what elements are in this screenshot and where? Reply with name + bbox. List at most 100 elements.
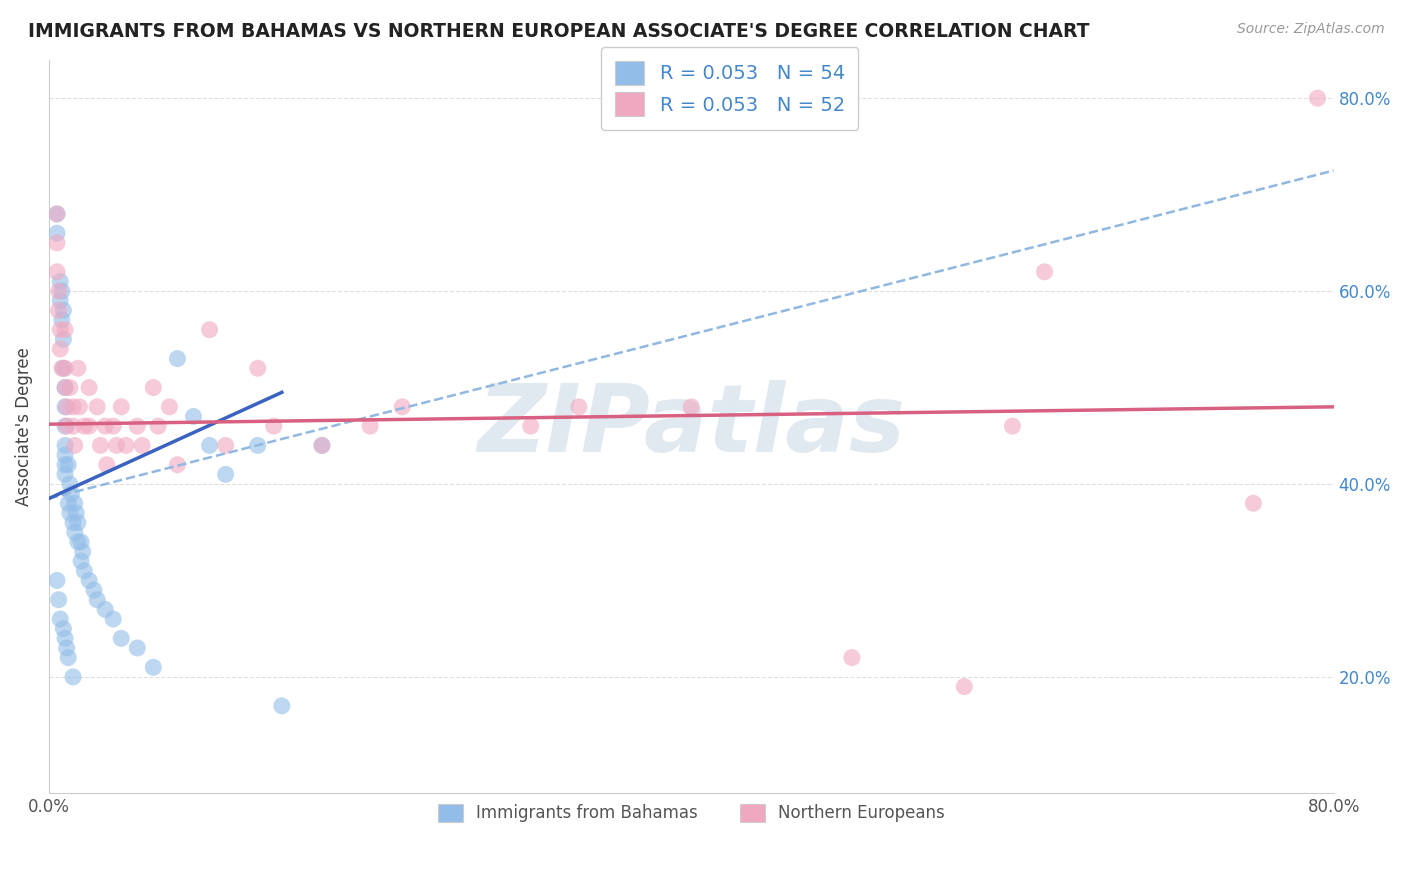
Point [53, 419, 76, 434]
Point [53, 458, 76, 472]
Point [519, 419, 541, 434]
Point [62, 516, 84, 530]
Point [53, 632, 76, 646]
Point [681, 400, 703, 414]
Point [94, 602, 117, 616]
Point [66, 516, 89, 530]
Point [110, 400, 132, 414]
Point [62, 400, 84, 414]
Point [66, 361, 89, 376]
Point [131, 438, 153, 452]
Point [53, 323, 76, 337]
Point [72, 544, 94, 558]
Point [63, 496, 86, 510]
Point [142, 660, 165, 674]
Point [311, 438, 333, 452]
Point [48, 592, 70, 607]
Point [49, 323, 72, 337]
Point [1241, 496, 1264, 510]
Point [58, 496, 80, 510]
Point [73, 564, 96, 578]
Point [246, 438, 269, 452]
Point [59, 380, 82, 394]
Point [953, 680, 976, 694]
Point [77, 380, 100, 394]
Point [48, 284, 70, 298]
Point [58, 458, 80, 472]
Point [115, 438, 138, 452]
Point [66, 534, 89, 549]
Point [55, 400, 77, 414]
Point [55, 640, 77, 655]
Point [63, 525, 86, 540]
Point [157, 400, 180, 414]
Point [46, 265, 69, 279]
Point [48, 303, 70, 318]
Point [166, 351, 188, 366]
Point [183, 409, 205, 424]
Text: ZIPatlas: ZIPatlas [477, 380, 905, 472]
Point [1033, 265, 1056, 279]
Point [270, 698, 292, 713]
Point [53, 400, 76, 414]
Point [65, 506, 87, 520]
Text: Source: ZipAtlas.com: Source: ZipAtlas.com [1237, 22, 1385, 37]
Point [311, 438, 333, 452]
Point [60, 486, 83, 500]
Point [841, 650, 863, 665]
Point [53, 380, 76, 394]
Point [246, 361, 269, 376]
Point [96, 458, 118, 472]
Point [63, 438, 86, 452]
Point [127, 419, 149, 434]
Point [146, 419, 169, 434]
Point [103, 419, 125, 434]
Point [77, 574, 100, 588]
Point [51, 284, 73, 298]
Point [46, 207, 69, 221]
Point [58, 650, 80, 665]
Point [59, 477, 82, 491]
Point [166, 458, 188, 472]
Point [55, 419, 77, 434]
Point [62, 419, 84, 434]
Point [53, 438, 76, 452]
Point [53, 361, 76, 376]
Point [53, 467, 76, 482]
Point [1306, 91, 1329, 105]
Point [214, 438, 236, 452]
Point [198, 323, 221, 337]
Point [49, 342, 72, 356]
Point [77, 419, 100, 434]
Point [46, 235, 69, 250]
Text: IMMIGRANTS FROM BAHAMAS VS NORTHERN EUROPEAN ASSOCIATE'S DEGREE CORRELATION CHAR: IMMIGRANTS FROM BAHAMAS VS NORTHERN EURO… [28, 22, 1090, 41]
Y-axis label: Associate's Degree: Associate's Degree [15, 347, 32, 506]
Point [49, 293, 72, 308]
Point [70, 534, 93, 549]
Point [359, 419, 381, 434]
Point [142, 380, 165, 394]
Point [51, 313, 73, 327]
Point [62, 670, 84, 684]
Point [73, 419, 96, 434]
Point [46, 226, 69, 240]
Point [89, 438, 111, 452]
Point [69, 400, 91, 414]
Point [127, 640, 149, 655]
Point [103, 612, 125, 626]
Point [263, 419, 285, 434]
Point [86, 400, 108, 414]
Point [86, 592, 108, 607]
Point [49, 275, 72, 289]
Point [53, 380, 76, 394]
Point [214, 467, 236, 482]
Point [51, 361, 73, 376]
Point [110, 632, 132, 646]
Point [52, 622, 75, 636]
Point [59, 506, 82, 520]
Point [53, 448, 76, 462]
Point [1001, 419, 1024, 434]
Point [105, 438, 128, 452]
Point [49, 612, 72, 626]
Legend: Immigrants from Bahamas, Northern Europeans: Immigrants from Bahamas, Northern Europe… [425, 790, 957, 836]
